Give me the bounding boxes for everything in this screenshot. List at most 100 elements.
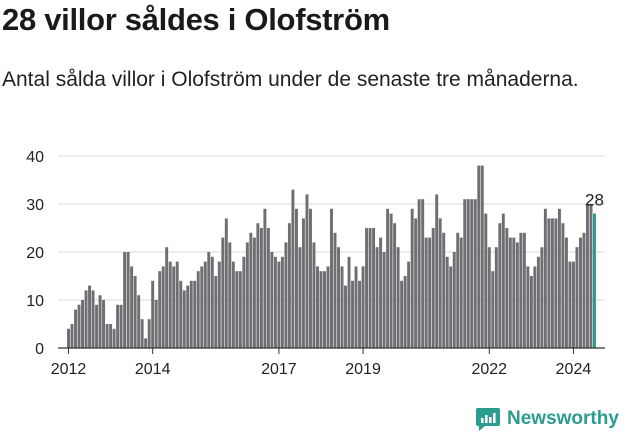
bar: [445, 256, 449, 348]
bar: [403, 276, 407, 348]
bar: [386, 208, 390, 348]
bar: [414, 218, 418, 348]
bar: [312, 242, 316, 348]
bar: [382, 252, 386, 348]
bar: [182, 290, 186, 348]
bar: [308, 208, 312, 348]
bar: [435, 194, 439, 348]
bar: [214, 276, 218, 348]
chart-subtitle: Antal sålda villor i Olofström under de …: [2, 68, 579, 91]
bar: [245, 242, 249, 348]
bar: [189, 280, 193, 348]
bar: [305, 194, 309, 348]
bar: [568, 261, 572, 348]
bar-series: [67, 165, 596, 348]
bar: [273, 256, 277, 348]
bar: [221, 237, 225, 348]
bar: [347, 256, 351, 348]
bar: [137, 295, 141, 348]
bar: [421, 199, 425, 348]
x-tick-label: 2022: [471, 361, 507, 378]
bar: [91, 290, 95, 348]
bar-chart: 0 10 20 30 40 2012 2014 2017 2019 2022 2024 28: [26, 149, 605, 378]
bar: [344, 285, 347, 348]
bar: [301, 218, 305, 348]
bar: [67, 328, 70, 348]
bar: [175, 261, 179, 348]
bar: [365, 228, 369, 348]
bar: [393, 223, 397, 348]
brand: Newsworthy: [475, 406, 619, 432]
bar: [294, 208, 298, 348]
bar: [168, 261, 172, 348]
bar: [372, 228, 376, 348]
bar: [442, 232, 446, 348]
bar: [130, 266, 134, 348]
bar: [140, 319, 144, 348]
bar: [557, 208, 561, 348]
y-axis-labels: 0 10 20 30 40: [26, 149, 44, 358]
bar: [235, 271, 239, 348]
bar: [494, 247, 498, 348]
bar: [207, 252, 211, 348]
bar: [540, 247, 544, 348]
bar: [326, 266, 330, 348]
bar: [287, 223, 291, 348]
bar: [512, 237, 516, 348]
bar: [522, 232, 526, 348]
bar: [210, 256, 214, 348]
bar: [74, 309, 78, 348]
bar: [133, 276, 137, 348]
bar: [280, 256, 284, 348]
bar: [575, 247, 579, 348]
y-tick-label: 30: [26, 197, 44, 214]
bar: [354, 266, 358, 348]
bar: [561, 223, 565, 348]
bar: [256, 223, 260, 348]
bar: [179, 280, 183, 348]
bar: [158, 271, 162, 348]
bar: [119, 304, 123, 348]
bar: [579, 237, 582, 348]
bar: [193, 280, 197, 348]
bar: [81, 300, 85, 348]
bar: [84, 290, 88, 348]
bar: [102, 300, 106, 348]
bar: [547, 218, 551, 348]
bar: [109, 324, 113, 348]
bar: [196, 271, 200, 348]
bar: [263, 208, 267, 348]
bar: [330, 208, 333, 348]
bar: [410, 208, 414, 348]
bar: [333, 232, 337, 348]
bar: [501, 213, 505, 348]
bar: [323, 271, 326, 348]
y-tick-label: 0: [35, 341, 44, 358]
bar: [554, 218, 558, 348]
bar: [77, 304, 81, 348]
bar: [319, 271, 323, 348]
bar: [116, 304, 120, 348]
bar: [340, 266, 344, 348]
bar: [477, 165, 481, 348]
bar: [585, 204, 589, 348]
bar: [112, 328, 116, 348]
bar: [487, 247, 491, 348]
bar: [161, 266, 165, 348]
bar: [277, 261, 281, 348]
bar: [105, 324, 109, 348]
bar: [98, 295, 102, 348]
newsworthy-logo-icon: [476, 408, 500, 431]
bar: [154, 300, 158, 348]
bar: [400, 280, 404, 348]
bar: [407, 261, 411, 348]
value-annotation: 28: [585, 191, 604, 210]
bar: [172, 266, 176, 348]
bar: [480, 165, 484, 348]
bar: [270, 252, 274, 348]
bar: [147, 319, 151, 348]
bar: [582, 232, 586, 348]
bar: [358, 280, 362, 348]
y-tick-label: 40: [26, 149, 44, 166]
bar: [550, 218, 554, 348]
